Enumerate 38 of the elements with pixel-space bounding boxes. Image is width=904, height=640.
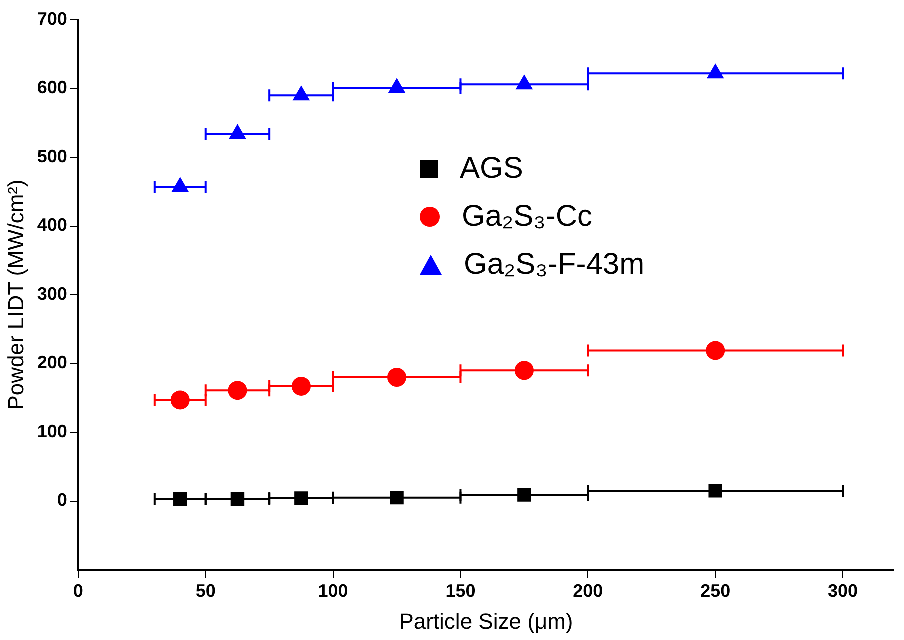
x-tick-label: 200 <box>573 580 604 601</box>
x-tick-label: 100 <box>318 580 348 601</box>
x-axis-title: Particle Size (μm) <box>399 608 574 634</box>
point <box>170 390 190 410</box>
point <box>706 341 726 360</box>
x-tick-label: 150 <box>446 580 476 601</box>
y-tick-label: 700 <box>37 8 68 29</box>
y-tick-label: 300 <box>37 284 68 304</box>
point <box>293 86 310 101</box>
point <box>174 492 188 506</box>
legend-label: AGS <box>460 152 524 186</box>
point <box>228 381 248 400</box>
point <box>292 376 311 396</box>
legend-label: Ga₂S₃-F-43m <box>464 248 645 282</box>
y-tick-label: 600 <box>37 78 68 98</box>
point <box>230 492 245 506</box>
point <box>229 124 246 140</box>
legend-label: Ga₂S₃-Cc <box>462 200 593 234</box>
y-tick-label: 400 <box>37 215 68 236</box>
point <box>294 492 308 506</box>
point <box>707 64 724 79</box>
point <box>514 361 534 380</box>
y-tick-label: 500 <box>37 146 68 166</box>
y-tick-label: 0 <box>57 490 68 510</box>
point <box>708 484 722 498</box>
x-tick-label: 50 <box>196 580 216 601</box>
point <box>388 78 406 94</box>
point <box>516 75 533 90</box>
y-tick-label: 200 <box>37 352 68 373</box>
x-tick-label: 250 <box>700 580 731 601</box>
y-axis-title: Powder LIDT (MW/cm²) <box>3 180 28 410</box>
point <box>518 488 532 502</box>
x-tick-label: 300 <box>828 580 858 601</box>
point <box>388 368 407 387</box>
y-tick-label: 100 <box>37 421 68 442</box>
x-tick-label: 0 <box>73 580 84 601</box>
point <box>390 490 404 505</box>
point <box>172 178 189 192</box>
